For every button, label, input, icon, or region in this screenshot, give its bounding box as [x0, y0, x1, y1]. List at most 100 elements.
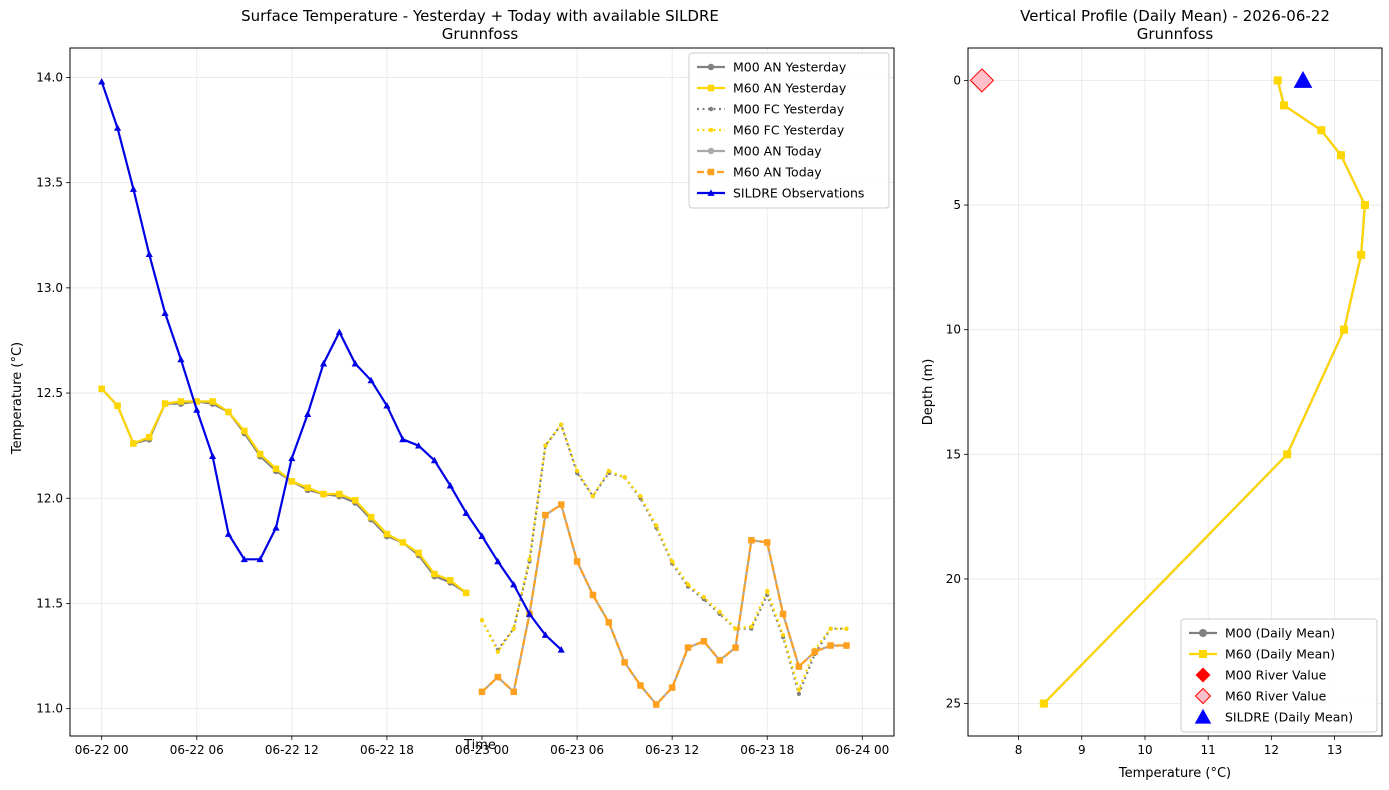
left-point	[589, 591, 597, 599]
left-point	[130, 440, 137, 447]
left-point	[462, 509, 470, 516]
left-point	[780, 632, 786, 638]
left-line-m00-fc-yesterday	[481, 423, 847, 696]
left-point	[224, 530, 233, 537]
right-x-tick-label: 8	[1015, 743, 1023, 757]
left-legend-item: M60 AN Yesterday	[697, 81, 847, 96]
left-legend-label: SILDRE Observations	[733, 186, 864, 201]
left-line-m00-an-today	[481, 503, 847, 706]
left-series-m60-fc-yesterday	[479, 422, 849, 692]
left-point	[749, 624, 754, 629]
left-y-axis-label: Temperature (°C)	[10, 342, 25, 455]
left-point	[557, 501, 565, 508]
left-point	[557, 646, 565, 653]
right-legend-label: M60 (Daily Mean)	[1225, 647, 1335, 662]
left-legend-item: SILDRE Observations	[697, 186, 864, 201]
left-point	[605, 619, 613, 626]
left-point	[193, 406, 201, 413]
right-series-m60-daily-mean	[1039, 76, 1369, 708]
left-point	[209, 452, 217, 460]
left-legend-label: M00 AN Yesterday	[733, 60, 847, 75]
left-point	[590, 494, 596, 499]
left-point	[145, 250, 153, 258]
left-point	[446, 482, 454, 489]
left-point	[511, 626, 516, 631]
left-point	[637, 682, 644, 689]
right-chart-title: Vertical Profile (Daily Mean) - 2026-06-…	[1020, 7, 1330, 25]
left-point	[763, 539, 771, 546]
right-point	[1360, 201, 1369, 210]
left-y-tick-label: 11.5	[36, 596, 63, 610]
left-line-sildre-observations	[100, 81, 562, 651]
left-point	[828, 626, 833, 631]
left-point	[113, 124, 122, 131]
right-point	[1340, 325, 1349, 334]
right-point	[1336, 151, 1345, 160]
right-legend-marker	[1195, 667, 1211, 683]
left-point	[415, 442, 423, 449]
left-point	[161, 309, 169, 316]
left-point	[811, 648, 819, 656]
left-point	[272, 465, 280, 473]
vertical-profile-chart: Vertical Profile (Daily Mean) - 2026-06-…	[921, 7, 1383, 781]
right-series-group	[969, 68, 1369, 708]
left-legend-box	[688, 52, 890, 209]
left-point	[733, 626, 738, 631]
left-legend-marker	[707, 189, 715, 196]
left-line-m60-an-today	[481, 503, 847, 706]
left-x-tick-label: 06-22 18	[360, 743, 414, 757]
left-point	[383, 402, 391, 409]
right-legend-item: M00 (Daily Mean)	[1189, 626, 1335, 641]
left-legend-item: M00 AN Yesterday	[697, 60, 847, 75]
left-point	[796, 687, 802, 692]
left-point	[351, 497, 359, 504]
left-legend-marker	[708, 127, 714, 133]
left-point	[114, 402, 121, 409]
right-legend-label: M00 (Daily Mean)	[1225, 626, 1335, 641]
left-y-tick-label: 14.0	[36, 70, 63, 84]
left-point	[701, 595, 706, 600]
left-x-tick-label: 06-23 06	[550, 743, 604, 757]
right-x-tick-label: 11	[1201, 743, 1216, 757]
left-point	[606, 468, 611, 474]
left-legend-marker	[707, 63, 715, 71]
left-point	[668, 684, 676, 691]
left-point	[129, 185, 137, 192]
right-legend-label: SILDRE (Daily Mean)	[1225, 710, 1353, 725]
left-point	[240, 555, 248, 563]
left-point	[272, 524, 280, 531]
left-point	[288, 454, 296, 462]
left-legend-label: M60 AN Today	[733, 165, 822, 180]
left-point	[241, 427, 248, 435]
left-point	[495, 649, 500, 654]
left-point	[654, 523, 659, 528]
left-point	[765, 588, 770, 593]
left-point	[478, 532, 486, 539]
left-legend-item: M00 FC Yesterday	[697, 102, 845, 117]
left-point	[430, 456, 439, 464]
left-x-tick-label: 06-22 06	[170, 743, 224, 757]
left-point	[383, 530, 391, 538]
left-point	[622, 475, 627, 480]
left-y-tick-label: 12.0	[36, 491, 63, 505]
left-point	[367, 513, 375, 521]
right-chart-subtitle: Grunnfoss	[1137, 25, 1214, 43]
right-y-tick-label: 25	[946, 697, 961, 711]
left-point	[367, 376, 375, 384]
left-point	[177, 355, 185, 363]
left-x-tick-label: 06-24 00	[835, 743, 889, 757]
left-point	[510, 688, 517, 696]
left-legend-marker	[707, 147, 715, 155]
left-point	[638, 494, 643, 499]
left-point	[462, 589, 470, 597]
right-x-axis-label: Temperature (°C)	[1118, 766, 1231, 781]
right-legend-item: SILDRE (Daily Mean)	[1194, 708, 1353, 725]
right-legend-item: M00 River Value	[1195, 667, 1327, 683]
right-y-axis-label: Depth (m)	[921, 359, 936, 426]
right-point	[1357, 250, 1366, 259]
left-point	[684, 644, 692, 651]
right-point	[1039, 699, 1048, 708]
left-legend-item: M60 FC Yesterday	[697, 123, 845, 138]
right-y-tick-label: 5	[953, 198, 961, 212]
left-point	[542, 511, 549, 519]
